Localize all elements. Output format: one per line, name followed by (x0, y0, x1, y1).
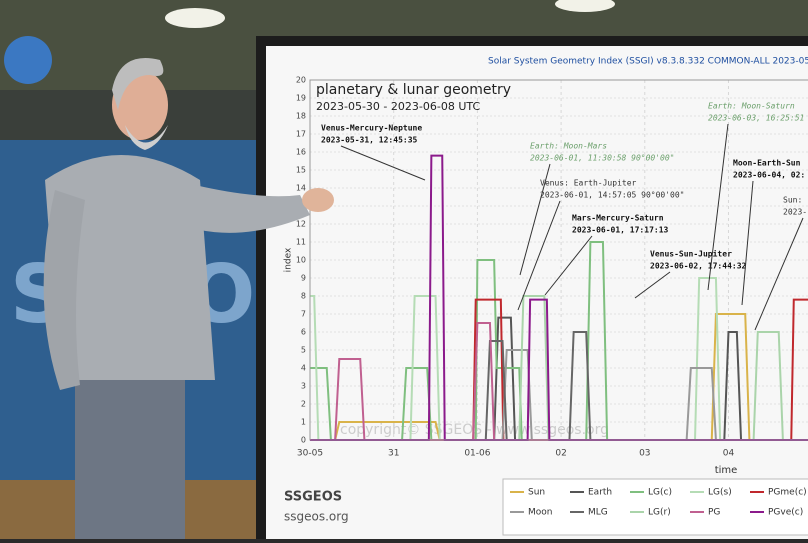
y-tick-label: 15 (296, 166, 306, 175)
brand: SSGEOS (284, 490, 342, 505)
annotation: 2023-06-01, 17:17:13 (572, 226, 669, 235)
x-tick-label: 31 (388, 449, 399, 459)
x-tick-label: 04 (723, 449, 735, 459)
arm (195, 185, 310, 233)
annotation-leader (754, 217, 804, 331)
legend-label: Sun (528, 488, 545, 498)
presenter (43, 58, 334, 540)
y-tick-label: 6 (301, 328, 306, 337)
chart-subtitle: 2023-05-30 - 2023-06-08 UTC (316, 100, 480, 113)
annotation: 2023-06-04, 02: (733, 171, 805, 180)
annotation: 2023-06-03, 16:25:51 (708, 114, 804, 123)
y-tick-label: 16 (296, 148, 306, 157)
annotation: Venus: Earth-Jupiter (540, 179, 637, 188)
x-tick-label: 01-06 (464, 449, 490, 459)
legend-label: PGve(c) (768, 508, 803, 518)
legend-label: PG (708, 508, 720, 518)
annotation-leader (741, 180, 754, 306)
y-tick-label: 1 (301, 418, 306, 427)
y-axis-label: index (284, 247, 294, 272)
plot-frame (309, 79, 808, 441)
sweater (45, 155, 215, 380)
y-tick-label: 5 (301, 346, 306, 355)
annotation: Venus-Mercury-Neptune (321, 124, 422, 133)
chart-title: planetary & lunar geometry (316, 82, 511, 98)
annotation: Earth: Moon-Saturn (708, 102, 795, 111)
y-tick-label: 12 (296, 220, 306, 229)
arm (43, 190, 85, 390)
annotation: Moon-Earth-Sun (733, 159, 801, 168)
x-axis-label: time (715, 465, 738, 476)
legend-label: LG(c) (648, 488, 672, 498)
annotation: Mars-Mercury-Saturn (572, 214, 664, 223)
y-tick-label: 8 (301, 292, 306, 301)
annotation-leader (517, 200, 561, 311)
y-tick-label: 19 (296, 94, 306, 103)
x-tick-label: 30-05 (297, 449, 323, 459)
annotation-leader (707, 123, 729, 291)
legend-label: MLG (588, 508, 608, 518)
y-tick-label: 7 (301, 310, 306, 319)
annotation-leader (544, 235, 593, 296)
annotation-leader (634, 271, 671, 299)
annotation: Sun: (783, 196, 802, 205)
y-tick-label: 0 (301, 436, 306, 445)
annotation: 2023-06-01, 11:30:58 90°00'00" (530, 154, 675, 163)
lamp (555, 0, 615, 12)
legend-label: PGme(c) (768, 488, 807, 498)
legend-label: Earth (588, 488, 612, 498)
legend-box (502, 478, 808, 536)
series-line (310, 277, 808, 441)
y-tick-label: 18 (296, 112, 306, 121)
annotation: 2023-06-02, 17:44:32 (650, 262, 747, 271)
site: ssgeos.org (284, 510, 349, 524)
y-tick-label: 14 (296, 184, 306, 193)
y-tick-label: 4 (301, 364, 306, 373)
y-tick-label: 9 (301, 274, 306, 283)
logo-globe (4, 36, 52, 84)
jeans (75, 360, 185, 540)
beard (125, 125, 168, 150)
legend-label: LG(s) (708, 488, 732, 498)
annotation: 2023-06-01, 14:57:05 90°00'00" (540, 191, 685, 200)
hair (112, 58, 164, 110)
y-tick-label: 17 (296, 130, 306, 139)
y-tick-label: 2 (301, 400, 306, 409)
y-tick-label: 3 (301, 382, 306, 391)
y-tick-label: 10 (296, 256, 306, 265)
legend-label: Moon (528, 508, 552, 518)
chart-header: Solar System Geometry Index (SSGI) v8.3.… (488, 57, 808, 67)
y-tick-label: 11 (296, 238, 306, 247)
annotation: Venus-Sun-Jupiter (650, 249, 732, 259)
annotation: 2023- (783, 208, 807, 217)
screen (266, 46, 808, 543)
lamp (165, 8, 225, 28)
annotation-leader (340, 145, 426, 181)
annotation: 2023-05-31, 12:45:35 (321, 136, 418, 145)
x-tick-label: 03 (639, 449, 650, 459)
y-tick-label: 20 (296, 76, 306, 85)
hand (302, 188, 334, 212)
x-tick-label: 02 (555, 449, 566, 459)
overlay: 0123456789101112131415161718192030-05310… (296, 76, 808, 518)
legend-label: LG(r) (648, 508, 671, 518)
annotation: Earth: Moon-Mars (530, 142, 607, 151)
annotation-leader (519, 163, 551, 276)
